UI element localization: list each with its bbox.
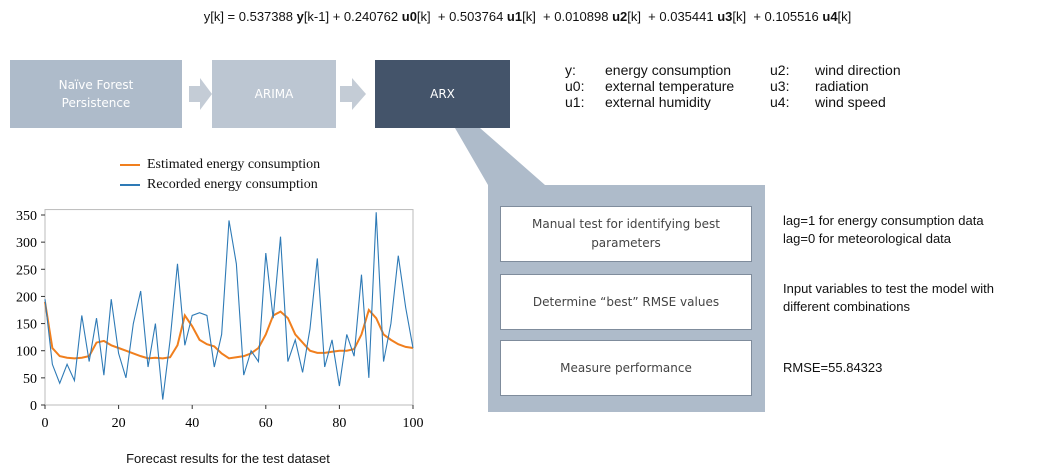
variable-key: u0: bbox=[565, 78, 585, 94]
y-tick-label: 250 bbox=[16, 263, 37, 278]
legend: Estimated energy consumption Recorded ene… bbox=[120, 155, 320, 195]
equation-part: u4 bbox=[822, 9, 838, 24]
variable-key: u3: bbox=[770, 78, 790, 94]
x-tick-label: 0 bbox=[42, 416, 49, 431]
y-tick-label: 150 bbox=[16, 318, 37, 333]
variable-label: external humidity bbox=[605, 94, 711, 110]
flow-box: ARX bbox=[375, 60, 510, 128]
legend-entry: Estimated energy consumption bbox=[120, 155, 320, 175]
equation-part: u2 bbox=[612, 9, 628, 24]
step-note: Input variables to test the model with bbox=[783, 281, 995, 296]
variable-key: u4: bbox=[770, 94, 790, 110]
equation-part: [k] + 0.503764 bbox=[416, 9, 507, 24]
arrow bbox=[340, 78, 366, 110]
step-box: Determine “best” RMSE values bbox=[500, 274, 752, 330]
y-tick-label: 200 bbox=[16, 290, 37, 305]
flow-box: ARIMA bbox=[212, 60, 336, 128]
x-tick-label: 40 bbox=[185, 416, 199, 431]
equation-part: [k] + 0.105516 bbox=[732, 9, 823, 24]
variable-label: external temperature bbox=[605, 78, 735, 94]
arrow bbox=[189, 78, 212, 110]
variable-key: u1: bbox=[565, 94, 585, 110]
equation-part: u0 bbox=[401, 9, 417, 24]
y-tick-label: 100 bbox=[16, 345, 37, 360]
step-note: lag=0 for meteorological data bbox=[783, 231, 952, 246]
step-note: RMSE=55.84323 bbox=[783, 360, 883, 375]
legend-swatch bbox=[120, 184, 140, 186]
x-tick-label: 100 bbox=[403, 416, 424, 431]
y-tick-label: 50 bbox=[23, 372, 37, 387]
y-tick-label: 0 bbox=[30, 399, 37, 414]
equation-part: [k] bbox=[837, 9, 852, 24]
equation-part: [k] + 0.010898 bbox=[522, 9, 613, 24]
x-tick-label: 80 bbox=[332, 416, 346, 431]
equation-part: u3 bbox=[717, 9, 733, 24]
variable-label: radiation bbox=[815, 78, 869, 94]
step-note: lag=1 for energy consumption data bbox=[783, 213, 984, 228]
legend-label: Recorded energy consumption bbox=[147, 177, 318, 192]
equation-part: [k-1] + 0.240762 bbox=[303, 9, 402, 24]
y-tick-label: 300 bbox=[16, 236, 37, 251]
step-box: Measure performance bbox=[500, 340, 752, 396]
variable-label: energy consumption bbox=[605, 62, 732, 78]
equation-part: y[k] = 0.537388 bbox=[203, 9, 297, 24]
x-tick-label: 20 bbox=[112, 416, 126, 431]
variable-label: wind speed bbox=[815, 94, 886, 110]
plot-frame bbox=[44, 209, 414, 406]
series-line bbox=[44, 212, 414, 400]
variable-key: u2: bbox=[770, 62, 790, 78]
caption: Forecast results for the test dataset bbox=[126, 451, 330, 466]
y-tick-label: 350 bbox=[16, 209, 37, 224]
variable-key: y: bbox=[565, 62, 576, 78]
step-note: different combinations bbox=[783, 299, 910, 314]
variable-label: wind direction bbox=[815, 62, 901, 78]
legend-label: Estimated energy consumption bbox=[147, 157, 321, 172]
equation-part: y bbox=[296, 9, 304, 24]
step-box: Manual test for identifying best paramet… bbox=[500, 206, 752, 262]
legend-swatch bbox=[120, 164, 140, 166]
equation-part: u1 bbox=[506, 9, 523, 24]
legend-entry: Recorded energy consumption bbox=[120, 175, 320, 195]
x-tick-label: 60 bbox=[259, 416, 273, 431]
equation: y[k] = 0.537388 y[k-1] + 0.240762 u0[k] … bbox=[0, 9, 1055, 24]
flow-box: Naïve Forest Persistence bbox=[10, 60, 182, 128]
equation-part: [k] + 0.035441 bbox=[627, 9, 718, 24]
